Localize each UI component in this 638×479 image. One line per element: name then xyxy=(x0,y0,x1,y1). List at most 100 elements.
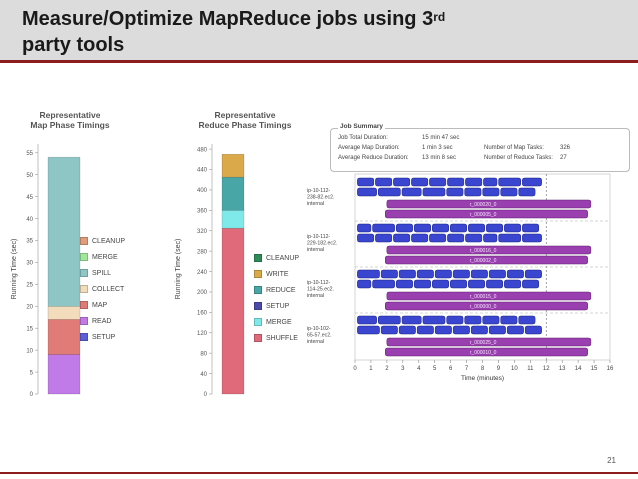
legend-label: WRITE xyxy=(266,270,289,278)
map-task-bar xyxy=(486,223,503,233)
reduce-legend-item-setup: SETUP xyxy=(254,298,299,314)
map-legend-item-map: MAP xyxy=(80,297,125,313)
bar-segment-spill xyxy=(47,156,81,307)
x-tick-label: 1 xyxy=(369,366,373,372)
map-task-bar xyxy=(464,315,482,325)
legend-swatch xyxy=(80,237,88,245)
y-tick-label: 40 xyxy=(200,372,207,378)
map-task-bar xyxy=(398,325,416,335)
map-task-bar xyxy=(357,223,372,233)
map-legend-item-collect: COLLECT xyxy=(80,281,125,297)
reduce-task-label: r_000016_0 xyxy=(470,248,497,254)
map-task-bar xyxy=(468,223,485,233)
map-task-bar xyxy=(504,279,522,289)
map-task-bar xyxy=(396,223,413,233)
title-line-2: party tools xyxy=(22,34,125,56)
map-chart-title: Representative Map Phase Timings xyxy=(20,110,120,130)
map-task-bar xyxy=(414,279,431,289)
map-task-bar xyxy=(378,315,401,325)
reduce-legend-item-cleanup: CLEANUP xyxy=(254,250,299,266)
y-tick-label: 480 xyxy=(197,147,208,153)
avg-reduce-value: 13 min 8 sec xyxy=(422,155,457,161)
reduce-task-bar xyxy=(386,245,592,255)
host-label-line: 238-82.ec2. xyxy=(307,195,334,201)
y-tick-label: 50 xyxy=(26,173,33,179)
x-tick-label: 8 xyxy=(481,366,485,372)
x-tick-label: 12 xyxy=(543,366,550,372)
reduce-task-bar xyxy=(385,255,588,265)
map-task-bar xyxy=(518,315,536,325)
x-tick-label: 5 xyxy=(433,366,437,372)
reduce-tasks-value: 27 xyxy=(560,155,567,161)
map-task-bar xyxy=(446,187,464,197)
map-chart-title-line1: Representative xyxy=(39,110,101,120)
map-task-bar xyxy=(357,279,372,289)
map-task-bar xyxy=(434,269,452,279)
map-task-bar xyxy=(411,177,429,187)
legend-label: READ xyxy=(92,317,112,325)
map-task-bar xyxy=(401,187,422,197)
map-legend-item-setup: SETUP xyxy=(80,329,125,345)
map-task-bar xyxy=(396,279,413,289)
map-task-bar xyxy=(446,315,464,325)
map-task-bar xyxy=(498,177,522,187)
title-superscript: rd xyxy=(433,10,446,24)
legend-label: MERGE xyxy=(92,253,118,261)
x-tick-label: 10 xyxy=(511,366,518,372)
map-task-bar xyxy=(357,269,380,279)
y-tick-label: 10 xyxy=(26,348,33,354)
y-tick-label: 35 xyxy=(26,239,33,245)
legend-swatch xyxy=(80,269,88,277)
legend-swatch xyxy=(254,270,262,278)
header-rule xyxy=(0,60,638,63)
y-tick-label: 80 xyxy=(200,351,207,357)
reduce-chart-title-line1: Representative xyxy=(214,110,276,120)
map-task-bar xyxy=(488,269,506,279)
slide-title: Measure/Optimize MapReduce jobs using 3r… xyxy=(22,6,445,58)
map-task-bar xyxy=(522,279,540,289)
map-legend-item-read: READ xyxy=(80,313,125,329)
avg-map-value: 1 min 3 sec xyxy=(422,145,453,151)
legend-label: SPILL xyxy=(92,269,112,277)
map-task-bar xyxy=(432,279,449,289)
bar-segment-collect xyxy=(47,306,81,320)
y-tick-label: 40 xyxy=(26,217,33,223)
map-task-bar xyxy=(422,315,446,325)
map-task-bar xyxy=(488,325,506,335)
legend-label: SETUP xyxy=(92,333,116,341)
bar-segment-shuffle xyxy=(221,227,245,395)
map-legend-item-spill: SPILL xyxy=(80,265,125,281)
map-task-bar xyxy=(372,223,395,233)
y-axis-label: Running Time (sec) xyxy=(11,239,18,300)
legend-swatch xyxy=(80,285,88,293)
y-tick-label: 280 xyxy=(197,249,208,255)
legend-swatch xyxy=(254,334,262,342)
map-task-bar xyxy=(447,233,465,243)
legend-label: SETUP xyxy=(266,302,290,310)
footer-rule xyxy=(0,472,638,474)
y-tick-label: 320 xyxy=(197,229,208,235)
map-task-bar xyxy=(416,325,434,335)
map-task-bar xyxy=(372,279,395,289)
x-tick-label: 15 xyxy=(591,366,598,372)
bar-segment-map xyxy=(47,319,81,355)
map-task-bar xyxy=(447,177,465,187)
map-task-bar xyxy=(357,233,375,243)
avg-map-label: Average Map Duration: xyxy=(338,145,400,151)
legend-label: SHUFFLE xyxy=(266,334,298,342)
map-task-bar xyxy=(470,325,488,335)
map-task-bar xyxy=(357,177,375,187)
x-tick-label: 4 xyxy=(417,366,421,372)
map-task-bar xyxy=(429,233,447,243)
y-tick-label: 400 xyxy=(197,188,208,194)
map-task-bar xyxy=(482,315,500,325)
map-task-bar xyxy=(380,269,398,279)
map-task-bar xyxy=(401,315,422,325)
y-tick-label: 360 xyxy=(197,209,208,215)
y-tick-label: 25 xyxy=(26,283,33,289)
map-task-bar xyxy=(482,187,500,197)
legend-label: CLEANUP xyxy=(266,254,300,262)
map-task-bar xyxy=(498,233,522,243)
host-label: ip-10-112-238-82.ec2. internal xyxy=(307,188,334,207)
